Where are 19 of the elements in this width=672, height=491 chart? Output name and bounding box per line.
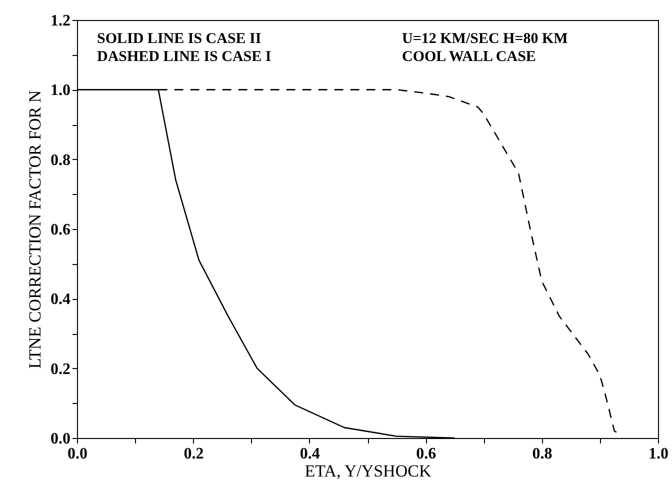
x-tick-label: 0.2 — [184, 446, 204, 462]
y-tick-label: 0.4 — [50, 291, 70, 308]
annotation: U=12 KM/SEC H=80 KM — [402, 31, 568, 47]
x-tick-label: 0.6 — [416, 446, 436, 462]
y-axis-title: LTNE CORRECTION FACTOR FOR N — [26, 90, 44, 369]
y-tick-label: 0.2 — [50, 360, 70, 378]
y-tick-label: 1.2 — [50, 12, 70, 30]
x-axis-title: ETA, Y/YSHOCK — [304, 462, 432, 480]
x-tick-label: 1.0 — [648, 446, 668, 462]
annotation: SOLID LINE IS CASE II — [97, 31, 262, 47]
x-tick-label: 0.4 — [300, 446, 320, 462]
x-tick-label: 0.0 — [68, 446, 88, 462]
y-tick-label: 0.8 — [50, 152, 70, 169]
y-tick-label: 1.0 — [50, 82, 70, 100]
y-tick-label: 0.6 — [50, 222, 70, 238]
annotation: COOL WALL CASE — [402, 49, 536, 65]
x-tick-label: 0.8 — [532, 446, 552, 462]
annotation: DASHED LINE IS CASE I — [97, 49, 272, 65]
y-tick-label: 0.0 — [50, 430, 70, 448]
